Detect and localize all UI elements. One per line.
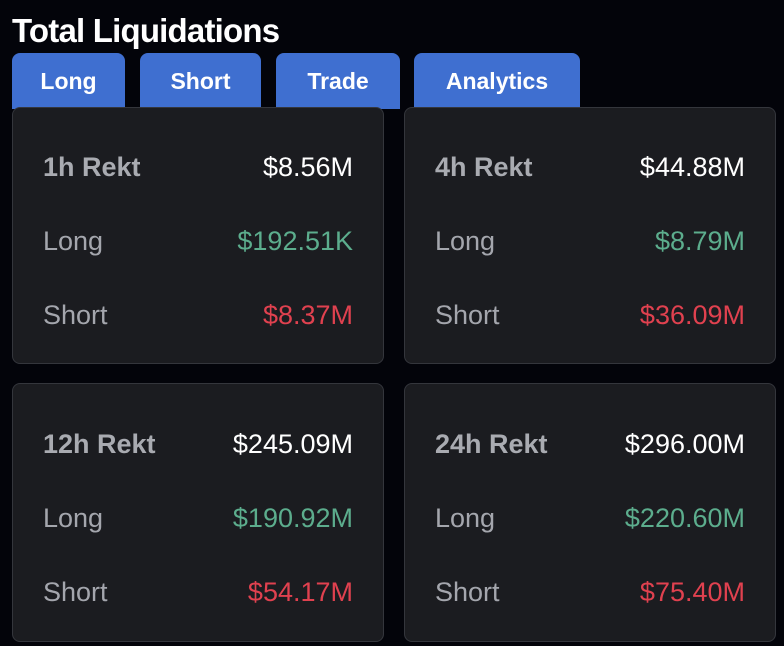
short-label: Short bbox=[43, 300, 108, 330]
stat-card-4h: 4h Rekt $44.88M Long $8.79M Short $36.09… bbox=[404, 107, 776, 364]
total-value: $296.00M bbox=[624, 429, 745, 459]
long-row: Long $192.51K bbox=[43, 221, 353, 261]
total-value: $245.09M bbox=[232, 429, 353, 459]
short-row: Short $8.37M bbox=[43, 295, 353, 335]
short-label: Short bbox=[435, 300, 500, 330]
tab-analytics[interactable]: Analytics bbox=[414, 53, 580, 109]
total-row: 12h Rekt $245.09M bbox=[43, 424, 353, 464]
total-row: 4h Rekt $44.88M bbox=[435, 147, 745, 187]
long-row: Long $8.79M bbox=[435, 221, 745, 261]
short-row: Short $75.40M bbox=[435, 572, 745, 612]
short-value: $75.40M bbox=[639, 577, 745, 607]
total-value: $8.56M bbox=[262, 152, 353, 182]
period-label: 12h Rekt bbox=[43, 429, 156, 459]
long-value: $192.51K bbox=[237, 226, 353, 256]
long-label: Long bbox=[435, 226, 496, 256]
short-row: Short $54.17M bbox=[43, 572, 353, 612]
long-value: $8.79M bbox=[654, 226, 745, 256]
long-value: $220.60M bbox=[624, 503, 745, 533]
tab-short[interactable]: Short bbox=[140, 53, 261, 109]
total-row: 1h Rekt $8.56M bbox=[43, 147, 353, 187]
period-label: 1h Rekt bbox=[43, 152, 141, 182]
long-label: Long bbox=[43, 503, 104, 533]
tab-trade[interactable]: Trade bbox=[276, 53, 400, 109]
long-label: Long bbox=[435, 503, 496, 533]
total-value: $44.88M bbox=[639, 152, 745, 182]
short-value: $8.37M bbox=[262, 300, 353, 330]
short-label: Short bbox=[435, 577, 500, 607]
short-label: Short bbox=[43, 577, 108, 607]
stat-card-12h: 12h Rekt $245.09M Long $190.92M Short $5… bbox=[12, 383, 384, 642]
short-value: $54.17M bbox=[247, 577, 353, 607]
long-row: Long $190.92M bbox=[43, 498, 353, 538]
stat-card-24h: 24h Rekt $296.00M Long $220.60M Short $7… bbox=[404, 383, 776, 642]
long-label: Long bbox=[43, 226, 104, 256]
tab-long[interactable]: Long bbox=[12, 53, 125, 109]
period-label: 4h Rekt bbox=[435, 152, 533, 182]
total-row: 24h Rekt $296.00M bbox=[435, 424, 745, 464]
long-value: $190.92M bbox=[232, 503, 353, 533]
period-label: 24h Rekt bbox=[435, 429, 548, 459]
tab-bar: Long Short Trade Analytics bbox=[0, 53, 784, 109]
long-row: Long $220.60M bbox=[435, 498, 745, 538]
page-title: Total Liquidations bbox=[12, 12, 280, 49]
stat-card-1h: 1h Rekt $8.56M Long $192.51K Short $8.37… bbox=[12, 107, 384, 364]
short-value: $36.09M bbox=[639, 300, 745, 330]
short-row: Short $36.09M bbox=[435, 295, 745, 335]
